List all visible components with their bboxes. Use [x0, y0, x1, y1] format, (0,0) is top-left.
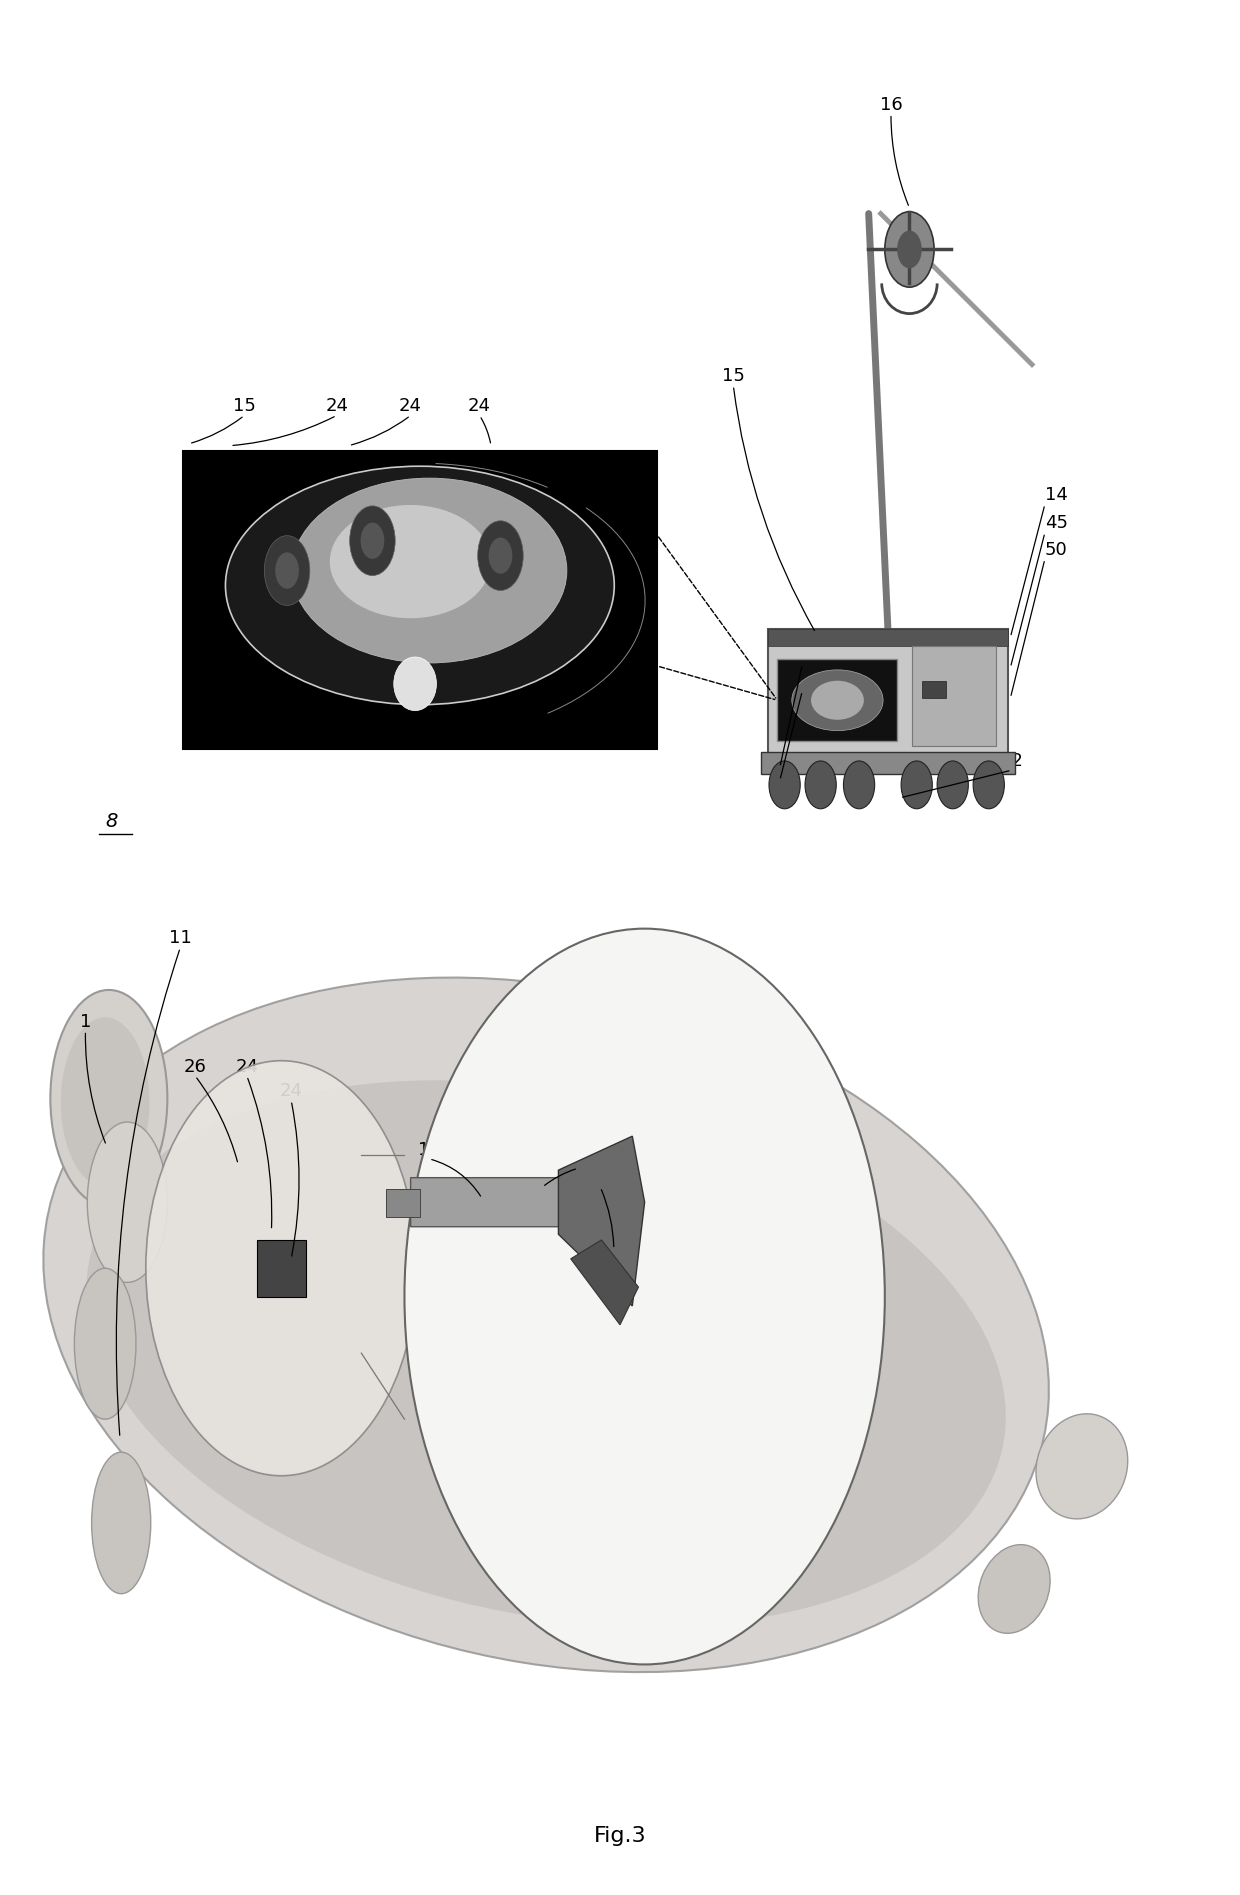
Text: 24: 24 [531, 1169, 554, 1186]
Bar [768, 629, 1008, 646]
Circle shape [361, 523, 384, 559]
Text: 14: 14 [1045, 487, 1068, 504]
Circle shape [805, 762, 836, 809]
Ellipse shape [61, 1018, 150, 1186]
Circle shape [973, 762, 1004, 809]
Text: 24: 24 [325, 398, 348, 415]
Circle shape [404, 929, 885, 1664]
Ellipse shape [978, 1544, 1050, 1633]
Text: 12: 12 [1001, 752, 1023, 769]
Ellipse shape [74, 1268, 136, 1419]
Ellipse shape [87, 1122, 167, 1283]
Ellipse shape [811, 680, 864, 720]
Bar [386, 1188, 420, 1217]
Text: 24: 24 [236, 1057, 258, 1076]
Circle shape [901, 762, 932, 809]
Ellipse shape [330, 504, 491, 618]
Polygon shape [410, 1177, 568, 1226]
Circle shape [275, 551, 299, 589]
Polygon shape [558, 1137, 645, 1306]
Text: 24: 24 [399, 398, 422, 415]
Text: 26: 26 [184, 1057, 207, 1076]
Ellipse shape [291, 478, 567, 663]
FancyBboxPatch shape [768, 629, 1008, 758]
Ellipse shape [51, 989, 167, 1207]
Bar [257, 1239, 306, 1296]
Text: 11: 11 [169, 930, 192, 948]
Text: 1: 1 [79, 1012, 92, 1031]
Text: 8: 8 [105, 811, 118, 830]
Ellipse shape [1035, 1414, 1127, 1520]
Text: 16: 16 [879, 95, 903, 114]
Circle shape [264, 536, 310, 605]
Text: 65: 65 [791, 646, 813, 665]
Text: 24: 24 [589, 1169, 611, 1186]
Bar [182, 451, 657, 749]
Ellipse shape [43, 978, 1049, 1671]
Ellipse shape [792, 669, 883, 731]
Circle shape [350, 506, 396, 576]
Text: Fig.3: Fig.3 [594, 1825, 646, 1846]
Ellipse shape [87, 1080, 1006, 1626]
Circle shape [937, 762, 968, 809]
Text: 50: 50 [1045, 540, 1068, 559]
Text: 24: 24 [280, 1082, 303, 1101]
Ellipse shape [146, 1061, 417, 1476]
Ellipse shape [394, 658, 436, 711]
Circle shape [769, 762, 800, 809]
Text: 60: 60 [791, 673, 813, 692]
Bar [777, 659, 898, 741]
Polygon shape [570, 1239, 639, 1325]
Circle shape [477, 521, 523, 591]
Circle shape [897, 231, 921, 269]
Text: 15: 15 [722, 368, 745, 385]
Circle shape [489, 538, 512, 574]
Text: 11: 11 [418, 1141, 440, 1160]
Circle shape [885, 212, 934, 288]
Bar [760, 752, 1016, 773]
Text: 15: 15 [233, 398, 255, 415]
Text: 45: 45 [1045, 514, 1068, 532]
Text: 24: 24 [467, 398, 491, 415]
Circle shape [843, 762, 874, 809]
Ellipse shape [92, 1452, 151, 1594]
Ellipse shape [226, 466, 614, 705]
Bar [911, 646, 996, 747]
Bar [921, 680, 946, 697]
